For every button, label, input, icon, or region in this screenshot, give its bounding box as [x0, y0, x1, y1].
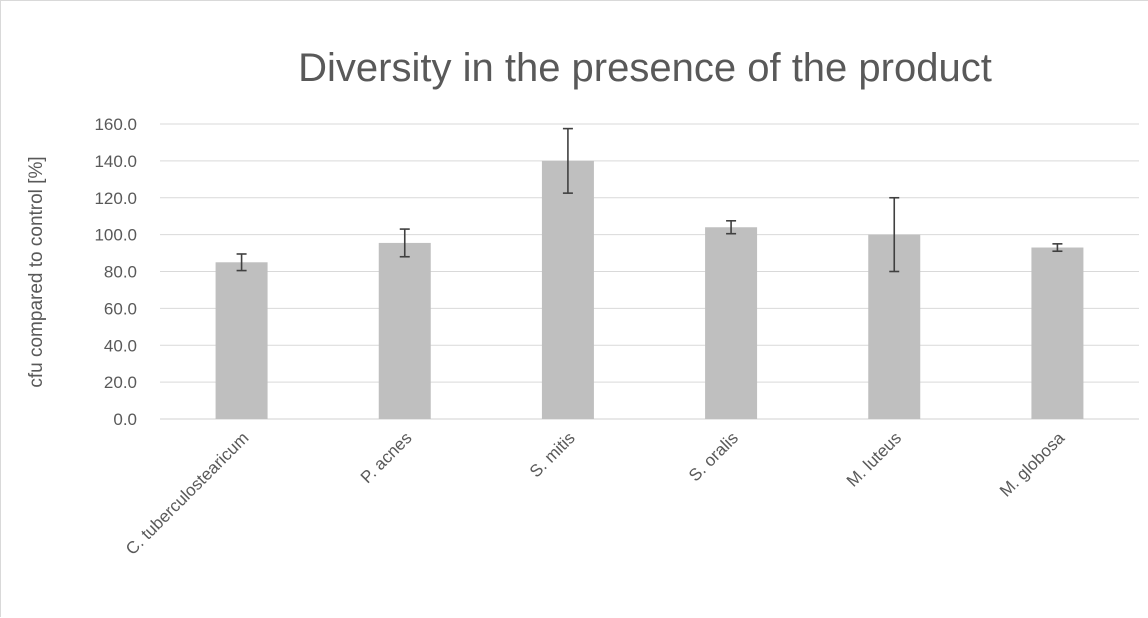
y-tick-label: 120.0 [94, 189, 137, 208]
error-bar [399, 228, 410, 258]
error-bar [726, 219, 737, 235]
category-label: C. tuberculostearicum [122, 428, 252, 558]
y-tick-label: 160.0 [94, 115, 137, 134]
error-bar [889, 196, 900, 273]
y-tick-label: 80.0 [104, 263, 137, 282]
y-tick-label: 20.0 [104, 373, 137, 392]
category-label: S. oralis [685, 428, 742, 485]
category-labels: C. tuberculostearicum P. acnes S. mitis S. … [122, 428, 1069, 559]
y-tick-label: 60.0 [104, 299, 137, 318]
error-bars [236, 127, 1063, 273]
y-tick-label: 40.0 [104, 336, 137, 355]
category-label: M. globosa [996, 428, 1069, 501]
category-label: M. luteus [843, 428, 905, 490]
bar [1031, 247, 1084, 419]
error-bar [236, 253, 247, 272]
gridlines [160, 123, 1139, 420]
bar [705, 227, 758, 419]
bar [215, 262, 268, 419]
error-bar [1052, 243, 1063, 253]
bar [541, 160, 594, 419]
y-tick-label: 100.0 [94, 226, 137, 245]
y-tick-label: 0.0 [113, 410, 137, 429]
y-axis-label: cfu compared to control [%] [26, 156, 47, 387]
y-tick-label: 140.0 [94, 152, 137, 171]
chart-title: Diversity in the presence of the product [298, 46, 992, 90]
bars [215, 160, 1084, 419]
category-label: P. acnes [357, 428, 416, 487]
error-bar [562, 127, 573, 194]
y-tick-labels: 0.0 20.0 40.0 60.0 80.0 100.0 120.0 140.0 160.0 [94, 115, 137, 429]
bar [378, 242, 431, 419]
category-label: S. mitis [526, 428, 579, 481]
